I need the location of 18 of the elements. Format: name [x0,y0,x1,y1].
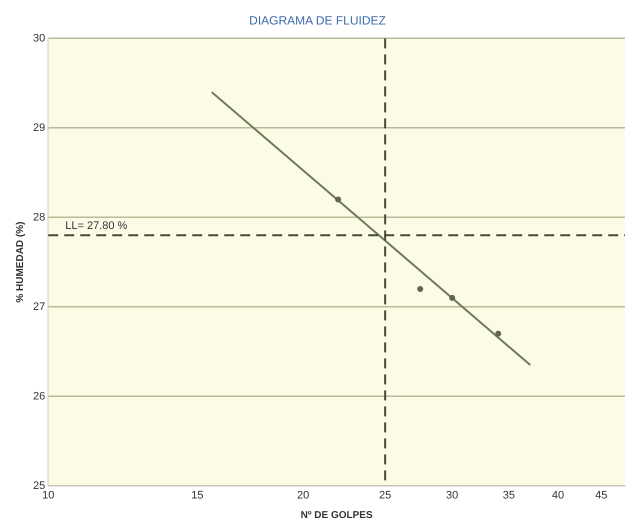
y-axis-title: % HUMEDAD (%) [14,222,26,303]
y-tick-label: 29 [32,122,46,134]
x-tick-label: 20 [296,489,310,502]
x-tick-label: 15 [191,489,204,502]
x-tick-label: 45 [595,489,608,502]
x-tick-label: 25 [379,489,392,502]
y-tick-label: 25 [32,480,46,492]
x-tick-label: 35 [502,489,515,502]
x-axis-title: Nº DE GOLPES [300,510,373,521]
chart-title: DIAGRAMA DE FLUIDEZ [249,14,386,28]
y-tick-label: 28 [32,211,46,224]
ref-line-label: LL= 27.80 % [65,220,128,232]
x-tick-label: 40 [552,489,564,502]
y-tick-label: 26 [32,390,46,402]
x-tick-label: 30 [446,489,458,502]
x-tick-label: 10 [42,489,54,502]
y-tick-label: 27 [32,300,46,313]
y-tick-label: 30 [32,32,46,44]
